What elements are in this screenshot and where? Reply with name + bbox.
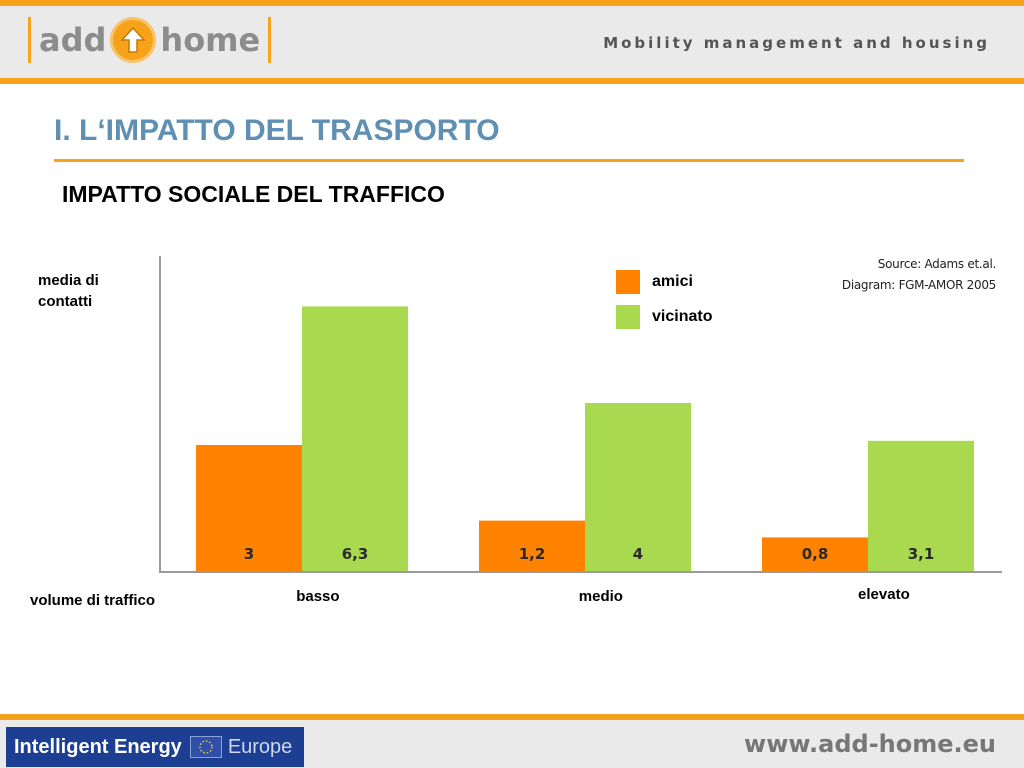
bar-vicinato-medio — [585, 403, 691, 571]
bar-vicinato-elevato — [868, 440, 974, 571]
bar-amici-basso — [196, 445, 302, 571]
title-underline — [54, 159, 964, 162]
header-bar — [0, 6, 1024, 78]
bar-amici-elevato — [762, 537, 868, 571]
logo-bar-right — [268, 17, 272, 63]
source-line-2: Diagram: FGM-AMOR 2005 — [841, 278, 996, 292]
intelligent-energy-europe-badge[interactable]: Intelligent Energy Europe — [6, 727, 304, 767]
legend-item-amici: amici — [616, 270, 693, 294]
website-link[interactable]: www.add-home.eu — [744, 730, 996, 758]
category-label-basso: basso — [296, 588, 340, 605]
eu-flag-icon — [189, 736, 222, 758]
header-tagline: Mobility management and housing — [603, 34, 990, 52]
bar-value-label: 4 — [633, 545, 643, 563]
bar-amici-medio — [479, 520, 585, 571]
category-label-elevato: elevato — [858, 586, 910, 603]
bar-value-label: 3 — [244, 545, 254, 563]
bar-value-label: 6,3 — [342, 545, 369, 563]
legend-item-vicinato: vicinato — [616, 305, 712, 329]
logo-word-add: add — [39, 21, 107, 59]
page-title: I. L‘IMPATTO DEL TRASPORTO — [54, 114, 500, 147]
header-top-stripe — [0, 0, 1024, 6]
logo-bar-left — [28, 17, 31, 63]
legend-label-vicinato: vicinato — [652, 308, 713, 325]
add-home-logo[interactable]: add home — [28, 12, 272, 68]
bar-vicinato-basso — [302, 306, 408, 571]
program-suffix: Europe — [227, 735, 293, 758]
y-axis-label: media di contatti — [38, 272, 99, 310]
logo-word-home: home — [160, 21, 261, 59]
page-subtitle: IMPATTO SOCIALE DEL TRAFFICO — [62, 181, 445, 207]
category-label-medio: medio — [578, 588, 623, 605]
x-axis-label: volume di traffico — [30, 592, 156, 609]
legend-swatch-amici — [616, 270, 640, 294]
footer-stripe — [0, 714, 1024, 720]
bar-value-label: 1,2 — [519, 545, 546, 563]
source-line-1: Source: Adams et.al. — [877, 257, 997, 271]
up-arrow-icon — [110, 17, 157, 63]
legend-label-amici: amici — [652, 273, 693, 290]
bar-value-label: 3,1 — [908, 545, 935, 563]
chart-source: Source: Adams et.al. Diagram: FGM-AMOR 2… — [842, 254, 996, 296]
header-bottom-stripe — [0, 78, 1024, 84]
bar-value-label: 0,8 — [802, 545, 829, 563]
program-name: Intelligent Energy — [14, 735, 182, 758]
legend-swatch-vicinato — [616, 305, 640, 329]
